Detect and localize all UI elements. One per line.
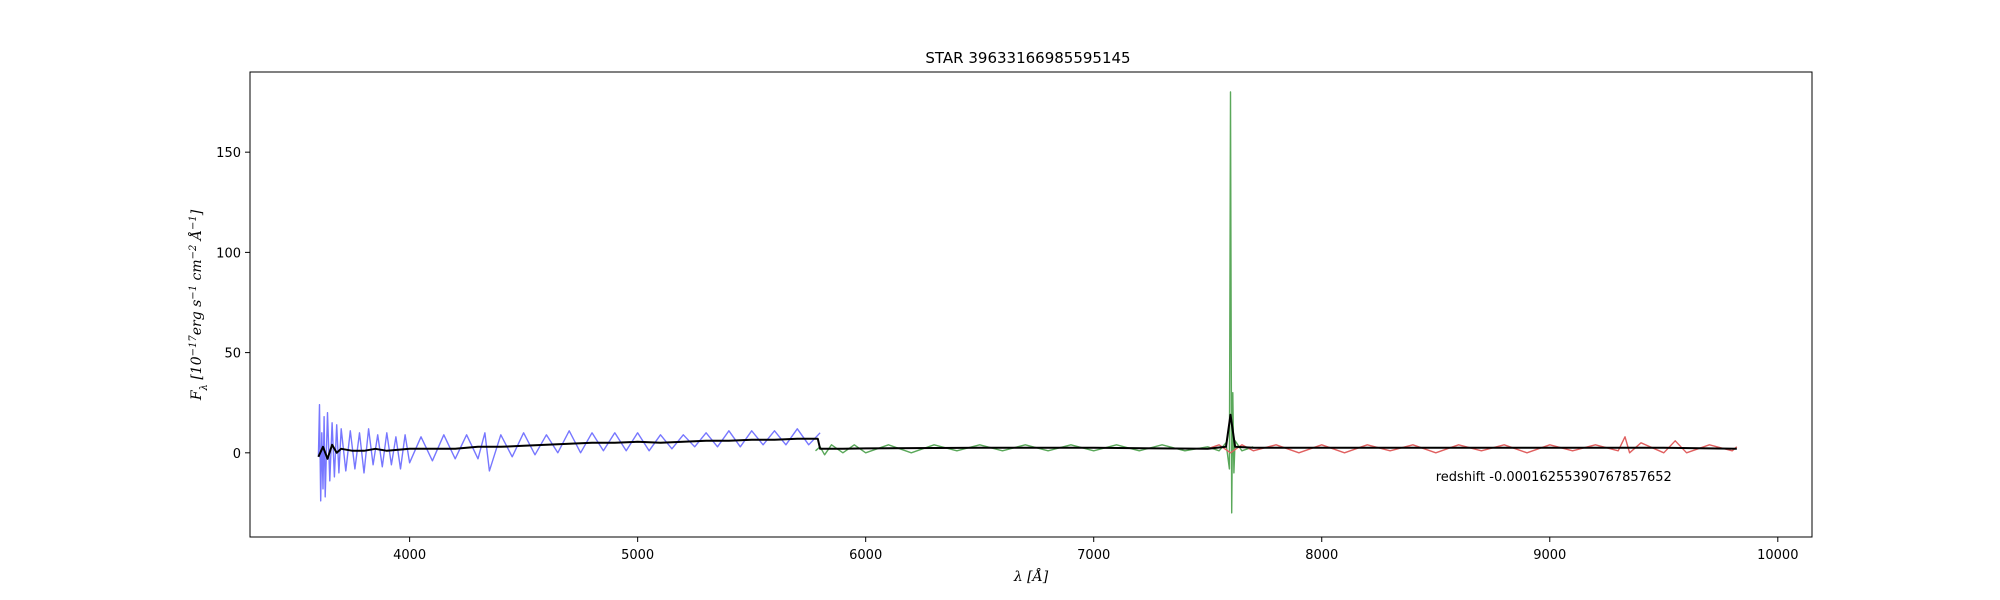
- x-axis-label: λ [Å]: [1013, 567, 1049, 585]
- x-tick-label: 4000: [393, 548, 426, 563]
- x-tick-label: 7000: [1077, 548, 1110, 563]
- y-axis-ticks: 0 50 100 150: [216, 146, 250, 462]
- x-tick-label: 9000: [1533, 548, 1566, 563]
- series-layer: [317, 91, 1738, 514]
- series-1-line: [815, 91, 1254, 514]
- y-tick-label: 0: [233, 447, 241, 462]
- series-3-line: [317, 413, 1737, 460]
- x-tick-label: 10000: [1757, 548, 1798, 563]
- redshift-annotation: redshift -0.00016255390767857652: [1436, 470, 1672, 485]
- y-tick-label: 150: [216, 146, 241, 161]
- y-tick-label: 50: [224, 347, 241, 362]
- y-tick-label: 100: [216, 246, 241, 261]
- y-axis-label: Fλ [10−17erg s−1 cm−2 Å−1]: [187, 209, 210, 401]
- x-tick-label: 6000: [849, 548, 882, 563]
- x-tick-label: 5000: [621, 548, 654, 563]
- x-tick-label: 8000: [1305, 548, 1338, 563]
- chart-title: STAR 39633166985595145: [925, 49, 1130, 67]
- plot-frame: [249, 71, 1813, 538]
- x-axis-ticks: 4000 5000 6000 7000 8000 9000 10000: [393, 537, 1798, 563]
- series-0-line: [317, 404, 821, 502]
- series-2-line: [1207, 436, 1738, 454]
